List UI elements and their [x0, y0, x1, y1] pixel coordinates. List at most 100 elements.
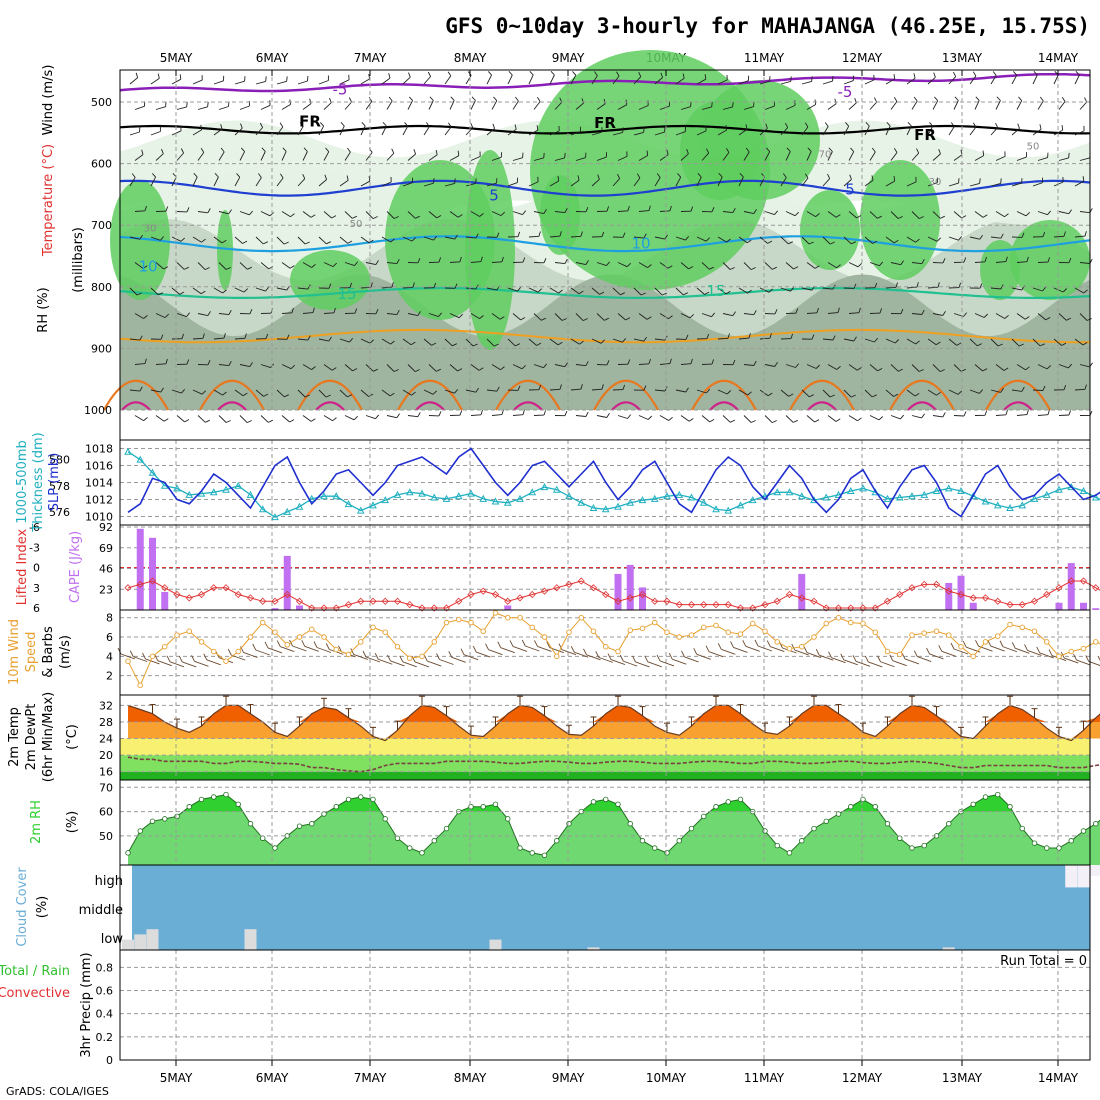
- wind-barb: [134, 154, 144, 161]
- surface-wind-barb-flag: [1024, 644, 1028, 651]
- wind-barb-flag: [688, 418, 694, 422]
- wind-barb-flag: [1084, 231, 1087, 237]
- cape-bar: [271, 608, 279, 610]
- rh2m-point: [529, 850, 535, 856]
- surface-wind-barb-flag: [632, 655, 636, 663]
- wind-barb-flag: [1084, 97, 1088, 103]
- surface-wind-barb-flag: [227, 648, 232, 656]
- wind-barb: [717, 287, 727, 295]
- thickness-point: [785, 488, 794, 496]
- wind-barb-flag: [893, 393, 899, 397]
- wind-barb: [654, 287, 663, 296]
- wind-barb: [192, 79, 203, 85]
- wind-speed-point: [860, 620, 866, 627]
- wind-barb-flag: [1042, 385, 1046, 391]
- surface-wind-barb-flag: [766, 640, 771, 647]
- date-label-bottom: 5MAY: [160, 1071, 193, 1085]
- wind-barb: [549, 235, 561, 238]
- wind-barb-flag: [471, 96, 476, 101]
- wind-barb: [1037, 414, 1049, 416]
- wind-barb: [1053, 235, 1065, 238]
- wind-barb: [927, 389, 937, 396]
- surface-wind-barb-flag: [619, 654, 624, 662]
- wind-barb-flag: [1025, 211, 1031, 217]
- wind-barb-flag: [814, 265, 820, 269]
- surface-wind-barb-flag: [240, 646, 244, 653]
- wind-barb-flag: [454, 283, 458, 289]
- thickness-point: [1091, 493, 1100, 501]
- wind-barb-flag: [290, 213, 295, 218]
- wind-barb: [1053, 129, 1063, 136]
- li-point: [259, 597, 267, 605]
- wind-barb: [680, 313, 691, 319]
- wind-barb: [365, 211, 374, 219]
- wind-barb-flag: [1005, 256, 1008, 262]
- thickness-point: [1030, 494, 1039, 502]
- wind-barb: [549, 388, 561, 391]
- wind-barb-flag: [957, 390, 963, 395]
- rh2m-point: [774, 842, 780, 849]
- wind-barb: [1079, 313, 1088, 321]
- wind-barb-flag: [918, 369, 924, 372]
- wind-barb-flag: [282, 147, 287, 152]
- wind-barb: [507, 128, 517, 136]
- wind-barb-flag: [643, 127, 645, 133]
- temperature-contours: [103, 72, 1091, 411]
- surface-wind-barb: [267, 647, 283, 654]
- wind-barb-flag: [853, 336, 857, 342]
- wind-barb: [318, 236, 327, 245]
- wind-barb: [197, 262, 206, 270]
- wind-barb: [675, 236, 686, 241]
- wind-barb: [407, 153, 416, 161]
- surface-wind-barb-flag: [313, 641, 318, 648]
- thickness-point: [442, 494, 451, 502]
- wind-barb: [633, 177, 641, 187]
- wind-barb-flag: [688, 266, 694, 270]
- wind-speed-point: [186, 628, 192, 635]
- wind-barb-flag: [879, 308, 883, 314]
- wind-speed-point: [725, 629, 732, 635]
- wind-barb-flag: [283, 241, 289, 245]
- wind-barb-flag: [897, 216, 903, 219]
- wind-barb-flag: [996, 96, 1001, 101]
- thickness-point: [993, 501, 1002, 509]
- wind-barb: [885, 78, 895, 85]
- wind-barb: [386, 152, 395, 161]
- wind-barb-flag: [594, 71, 598, 76]
- rh2m-point: [884, 821, 891, 827]
- wind-barb: [428, 313, 439, 318]
- wind-barb-flag: [620, 292, 625, 296]
- wind-barb: [1058, 211, 1069, 215]
- wind-barb: [759, 287, 770, 293]
- wind-barb-flag: [732, 101, 734, 107]
- wind-barb-flag: [543, 363, 548, 368]
- wind-speed-point: [419, 653, 425, 660]
- wind-barb: [591, 75, 598, 85]
- wind-barb-flag: [564, 207, 568, 213]
- wind-speed-point: [358, 639, 364, 645]
- rh2m-point: [198, 796, 205, 803]
- wind-barb-flag: [143, 315, 148, 319]
- wind-barb: [176, 415, 185, 423]
- rh-high-area-3: [290, 250, 370, 310]
- wind-barb: [192, 337, 204, 340]
- contour-label: 70: [819, 149, 832, 160]
- wind-barb: [638, 210, 650, 212]
- li-point: [969, 594, 977, 602]
- isotherm-30-hump-6: [611, 401, 641, 411]
- wind-barb: [218, 211, 229, 215]
- surface-wind-barb-flag: [889, 654, 894, 661]
- li-point: [981, 594, 990, 602]
- surface-wind-barb: [316, 647, 332, 653]
- cape-bar: [296, 605, 303, 610]
- surface-wind-barb-flag: [693, 648, 698, 655]
- surface-wind-barb-flag: [803, 646, 808, 653]
- thickness-point: [454, 492, 463, 500]
- wind-barb: [927, 236, 938, 242]
- wind-barb-flag: [646, 316, 652, 320]
- date-label-bottom: 14MAY: [1038, 1071, 1079, 1085]
- wind-barb-flag: [857, 417, 862, 422]
- pressure-tick-label: 1000: [84, 404, 112, 417]
- wind-barb: [990, 389, 1001, 393]
